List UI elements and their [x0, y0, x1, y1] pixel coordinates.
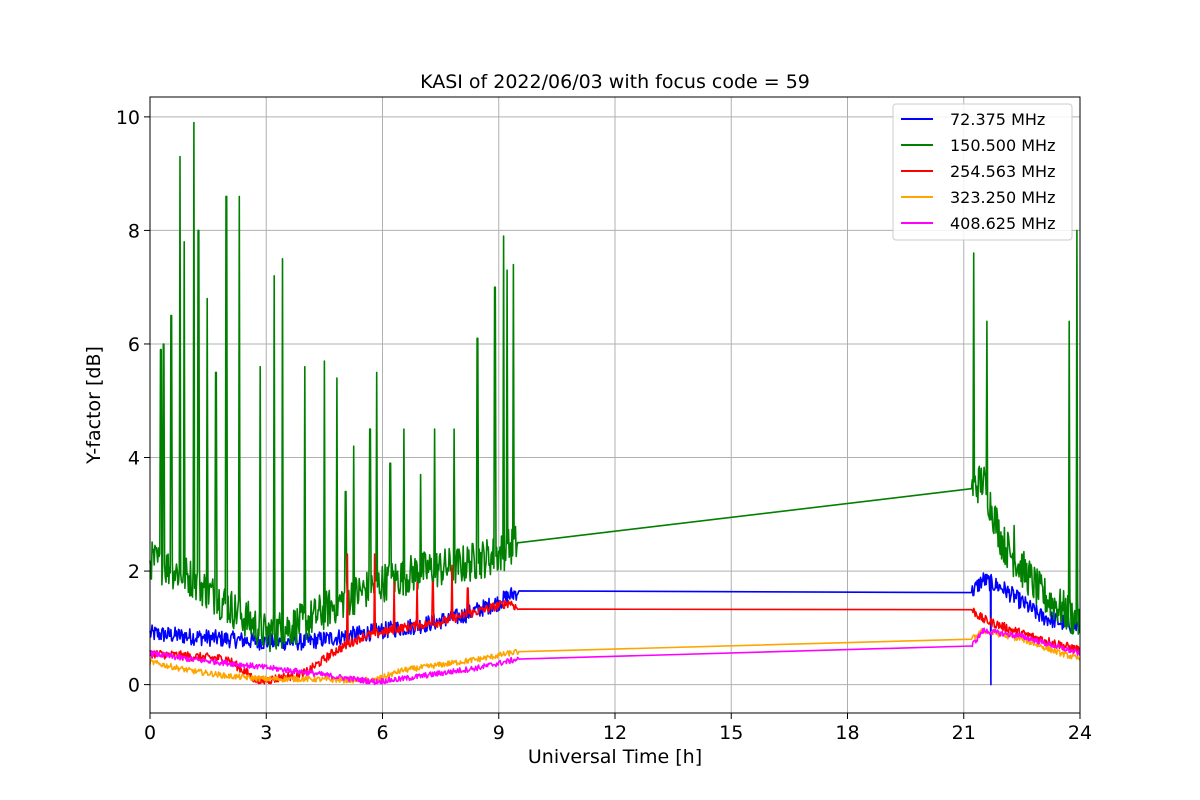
x-tick-label: 21	[952, 722, 976, 744]
x-tick-label: 9	[493, 722, 505, 744]
y-axis-label: Y-factor [dB]	[83, 346, 105, 465]
y-tick-label: 2	[128, 561, 140, 583]
y-tick-label: 10	[116, 107, 140, 129]
legend-label: 408.625 MHz	[950, 214, 1055, 233]
series-line-3	[149, 553, 1081, 685]
x-tick-label: 0	[144, 722, 156, 744]
chart-title: KASI of 2022/06/03 with focus code = 59	[420, 71, 810, 93]
y-tick-label: 8	[128, 220, 140, 242]
x-tick-label: 12	[603, 722, 627, 744]
series-line-2	[149, 121, 1081, 653]
x-axis-label: Universal Time [h]	[528, 746, 702, 768]
x-tick-label: 24	[1068, 722, 1092, 744]
x-tick-label: 6	[376, 722, 388, 744]
series-line-1	[149, 572, 1081, 686]
legend-label: 323.250 MHz	[950, 188, 1055, 207]
x-tick-label: 15	[719, 722, 743, 744]
x-tick-label: 3	[260, 722, 272, 744]
y-tick-label: 4	[128, 448, 140, 470]
legend-box	[892, 103, 1073, 241]
legend-label: 254.563 MHz	[950, 162, 1055, 181]
y-tick-label: 6	[128, 334, 140, 356]
x-tick-label: 18	[835, 722, 859, 744]
series-lines	[149, 121, 1081, 686]
y-tick-label: 0	[128, 675, 140, 697]
legend: 72.375 MHz 150.500 MHz 254.563 MHz 323.250 …	[892, 103, 1073, 241]
legend-label: 150.500 MHz	[950, 136, 1055, 155]
legend-label: 72.375 MHz	[950, 110, 1045, 129]
series-line-5	[149, 627, 1081, 686]
